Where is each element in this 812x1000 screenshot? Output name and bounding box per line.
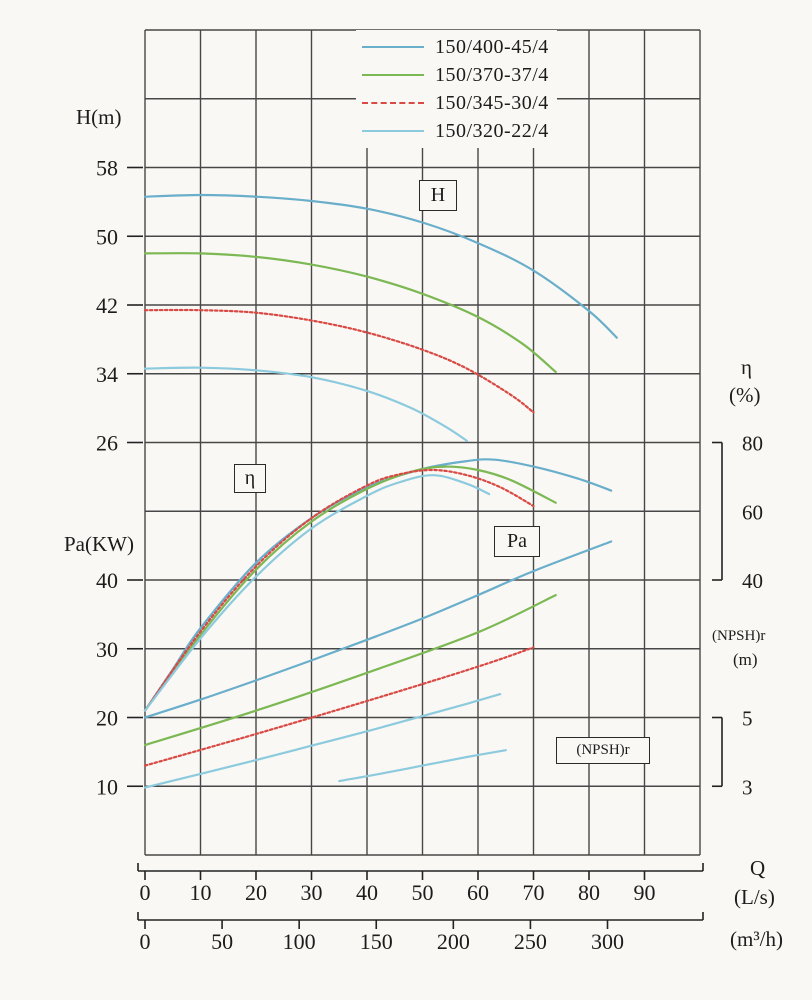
svg-text:200: 200 <box>437 929 470 954</box>
svg-text:30: 30 <box>301 880 323 905</box>
legend-label: 150/320-22/4 <box>435 119 549 142</box>
legend-line <box>362 46 424 48</box>
legend: 150/400-45/4 150/370-37/4 150/345-30/4 1… <box>356 30 557 148</box>
legend-label: 150/370-37/4 <box>435 63 549 86</box>
npsh-axis-label: (NPSH)r <box>712 628 766 644</box>
legend-item: 150/320-22/4 <box>362 117 549 145</box>
legend-item: 150/370-37/4 <box>362 61 549 89</box>
svg-text:90: 90 <box>634 880 656 905</box>
h-axis-label: H(m) <box>76 105 122 129</box>
q-axis-unit-m3h: (m³/h) <box>730 927 783 951</box>
svg-text:30: 30 <box>96 637 118 662</box>
svg-text:60: 60 <box>467 880 489 905</box>
eta-axis-label: η <box>741 355 752 379</box>
svg-text:80: 80 <box>578 880 600 905</box>
svg-text:40: 40 <box>96 568 118 593</box>
svg-text:3: 3 <box>742 775 753 799</box>
svg-text:20: 20 <box>96 706 118 731</box>
legend-label: 150/400-45/4 <box>435 35 549 58</box>
svg-text:50: 50 <box>211 929 233 954</box>
curve-label-h: H <box>419 180 457 211</box>
npsh-axis-unit: (m) <box>733 650 758 669</box>
q-axis-label: Q <box>750 856 766 880</box>
svg-text:80: 80 <box>742 432 763 456</box>
svg-text:50: 50 <box>96 224 118 249</box>
legend-line <box>362 74 424 76</box>
svg-text:40: 40 <box>742 569 763 593</box>
q-axis-unit-ls: (L/s) <box>734 885 775 909</box>
svg-text:20: 20 <box>245 880 267 905</box>
legend-line <box>362 130 424 132</box>
svg-text:58: 58 <box>96 156 118 181</box>
svg-text:0: 0 <box>140 880 151 905</box>
eta-axis-unit: (%) <box>729 383 761 407</box>
svg-text:250: 250 <box>514 929 547 954</box>
curve-label-eta: η <box>234 464 266 493</box>
svg-text:0: 0 <box>140 929 151 954</box>
svg-text:40: 40 <box>356 880 378 905</box>
curve-label-npsh: (NPSH)r <box>556 737 650 764</box>
svg-text:10: 10 <box>96 774 118 799</box>
legend-label: 150/345-30/4 <box>435 91 549 114</box>
svg-text:34: 34 <box>96 362 118 387</box>
svg-text:42: 42 <box>96 293 118 318</box>
legend-item: 150/400-45/4 <box>362 33 549 61</box>
legend-line <box>362 102 424 104</box>
legend-item: 150/345-30/4 <box>362 89 549 117</box>
curve-label-pa: Pa <box>494 526 540 557</box>
svg-text:50: 50 <box>412 880 434 905</box>
svg-text:5: 5 <box>742 707 753 731</box>
svg-text:26: 26 <box>96 431 118 456</box>
svg-text:100: 100 <box>283 929 316 954</box>
svg-text:10: 10 <box>190 880 212 905</box>
pa-axis-label: Pa(KW) <box>64 532 134 556</box>
svg-text:70: 70 <box>523 880 545 905</box>
svg-text:150: 150 <box>360 929 393 954</box>
svg-text:300: 300 <box>591 929 624 954</box>
svg-text:60: 60 <box>742 500 763 524</box>
